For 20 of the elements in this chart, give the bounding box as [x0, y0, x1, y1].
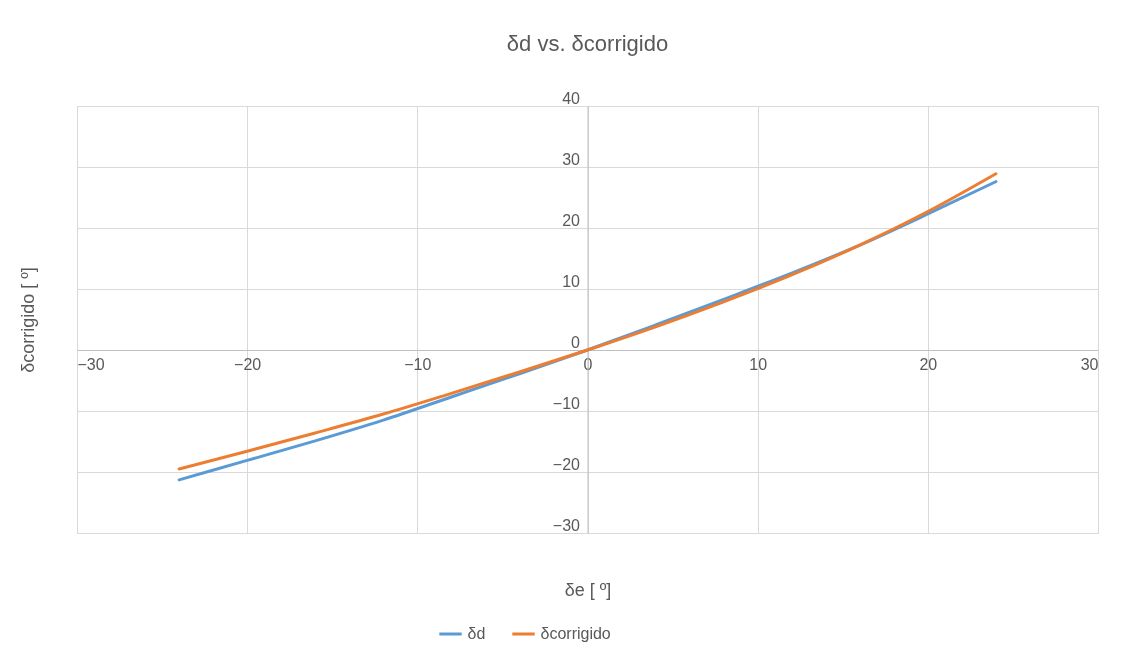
x-tick-label: 30 [1080, 355, 1099, 373]
y-tick-label: −20 [552, 455, 581, 473]
y-tick-label: −10 [552, 394, 581, 412]
y-tick-label: 10 [562, 272, 581, 290]
x-axis-title: δe [ º] [564, 579, 612, 600]
y-tick-label: 30 [562, 150, 581, 168]
y-tick-label: −30 [552, 516, 581, 534]
chart-title: δd vs. δcorrigido [506, 31, 669, 56]
x-tick-label: 20 [919, 355, 938, 373]
y-tick-label: 40 [562, 89, 581, 107]
x-tick-label: 10 [749, 355, 768, 373]
x-tick-label: −20 [234, 355, 262, 373]
y-tick-label: 20 [562, 211, 581, 229]
y-tick-label: 0 [571, 333, 581, 351]
legend-label: δd [467, 625, 486, 642]
x-tick-label: −10 [404, 355, 432, 373]
legend-label: δcorrigido [540, 625, 611, 642]
x-tick-label: 0 [583, 355, 593, 373]
x-tick-label: −30 [77, 355, 105, 373]
y-axis-title: δcorrigido [ º] [17, 267, 38, 373]
